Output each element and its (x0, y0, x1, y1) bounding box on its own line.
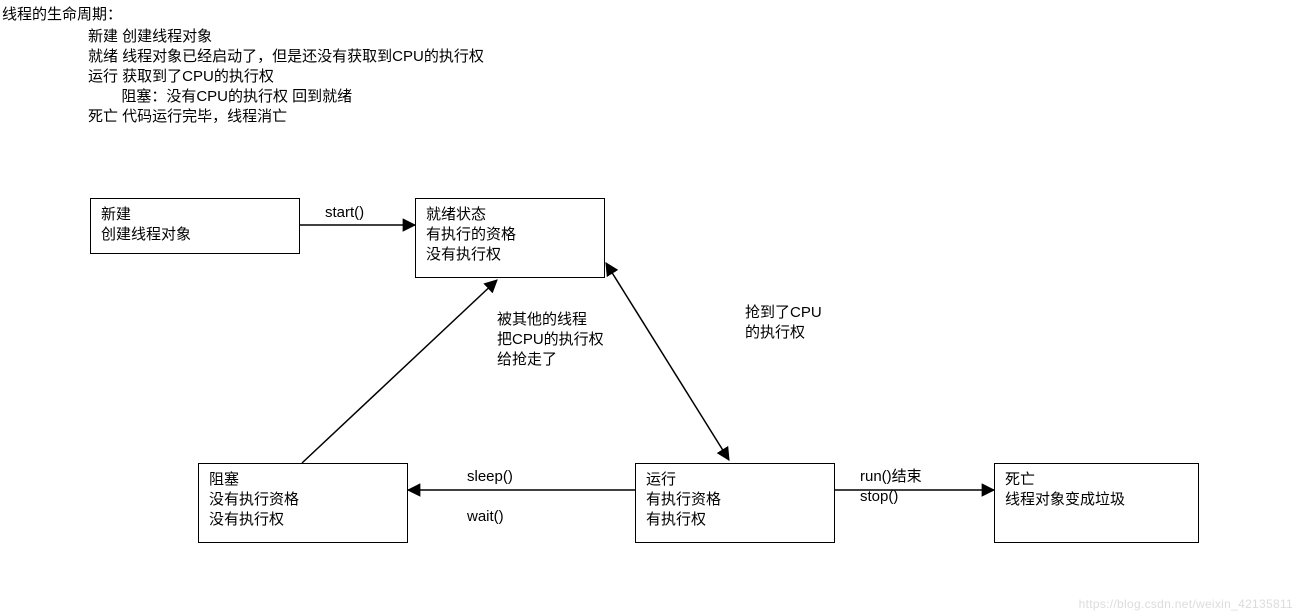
header-title: 线程的生命周期： (2, 5, 122, 25)
edge-label-got-cpu: 抢到了CPU 的执行权 (745, 303, 822, 343)
node-new: 新建 创建线程对象 (90, 198, 300, 254)
watermark: https://blog.csdn.net/weixin_42135811 (1079, 597, 1293, 611)
edge-label-start: start() (325, 203, 364, 223)
edge-label-lost-cpu: 被其他的线程 把CPU的执行权 给抢走了 (497, 310, 604, 370)
header-lines: 新建 创建线程对象 就绪 线程对象已经启动了，但是还没有获取到CPU的执行权 运… (88, 27, 484, 127)
node-running: 运行 有执行资格 有执行权 (635, 463, 835, 543)
node-ready: 就绪状态 有执行的资格 没有执行权 (415, 198, 605, 278)
node-blocked: 阻塞 没有执行资格 没有执行权 (198, 463, 408, 543)
edge-label-sleep-wait: sleep() wait() (467, 467, 513, 527)
node-dead: 死亡 线程对象变成垃圾 (994, 463, 1199, 543)
edge-label-run-stop: run()结束 stop() (860, 467, 922, 507)
